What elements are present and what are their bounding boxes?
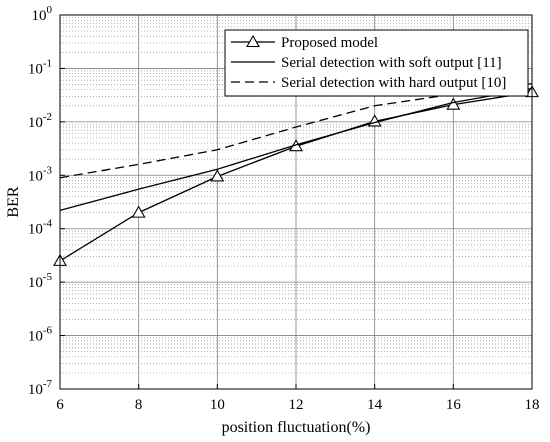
y-tick-label: 10-1 bbox=[28, 57, 52, 77]
legend: Proposed model Serial detection with soft… bbox=[224, 29, 529, 97]
x-axis-ticks: 6 8 10 12 14 16 18 bbox=[56, 384, 540, 413]
x-tick-label: 8 bbox=[135, 397, 143, 413]
x-axis-label: position fluctuation(%) bbox=[222, 419, 371, 436]
y-tick-label: 10-2 bbox=[28, 111, 52, 131]
y-axis-ticks: 10-7 10-6 10-5 10-4 10-3 10-2 10-1 100 bbox=[28, 4, 65, 398]
series-line-3 bbox=[59, 82, 533, 179]
series-1-marker bbox=[210, 169, 225, 182]
y-tick-label: 10-6 bbox=[28, 325, 53, 345]
x-tick-label: 14 bbox=[367, 397, 383, 413]
legend-label-3: Serial detection with hard output [10] bbox=[281, 75, 506, 91]
x-tick-label: 16 bbox=[446, 397, 462, 413]
x-tick-label: 18 bbox=[525, 397, 540, 413]
legend-box bbox=[224, 29, 529, 97]
legend-label-1: Proposed model bbox=[281, 35, 378, 51]
y-tick-label: 100 bbox=[32, 4, 53, 24]
x-tick-label: 12 bbox=[289, 397, 304, 413]
y-tick-label: 10-7 bbox=[28, 378, 53, 398]
y-tick-label: 10-4 bbox=[28, 218, 53, 238]
series-lines bbox=[53, 82, 539, 266]
x-tick-label: 6 bbox=[56, 397, 64, 413]
y-tick-label: 10-5 bbox=[28, 271, 53, 291]
series-1-marker bbox=[131, 205, 146, 218]
y-axis-label: BER bbox=[5, 186, 22, 217]
y-tick-label: 10-3 bbox=[28, 164, 53, 184]
x-tick-label: 10 bbox=[210, 397, 225, 413]
legend-label-2: Serial detection with soft output [11] bbox=[281, 55, 502, 71]
legend-marker-1 bbox=[246, 34, 260, 48]
series-line-2 bbox=[59, 87, 533, 212]
